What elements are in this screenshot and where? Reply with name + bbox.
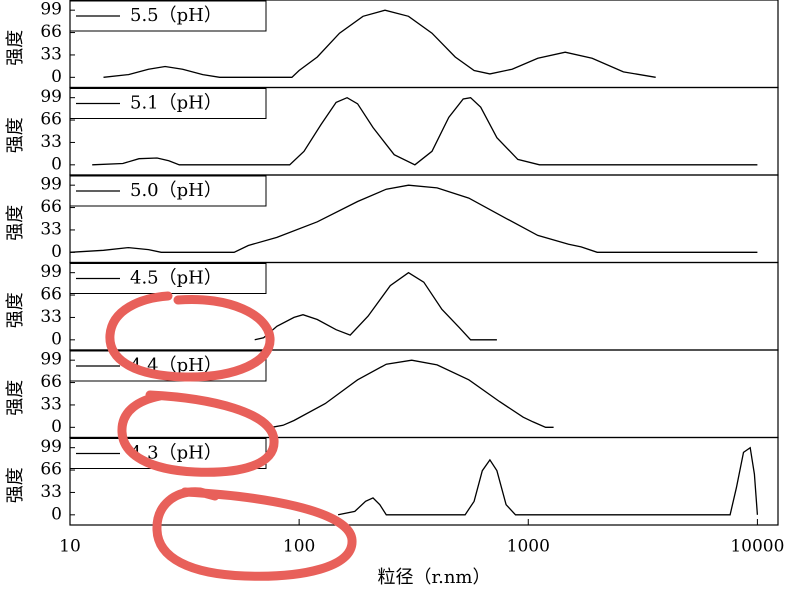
- x-tick-label: 10: [59, 537, 81, 557]
- y-axis-label: 强度: [5, 380, 26, 416]
- y-tick-label: 99: [40, 175, 62, 195]
- x-tick-label: 100: [283, 537, 315, 557]
- y-axis-label: 强度: [5, 117, 26, 153]
- legend-label: 4.3（pH）: [130, 443, 222, 464]
- y-tick-label: 66: [40, 285, 62, 305]
- y-axis-label: 强度: [5, 205, 26, 241]
- y-tick-label: 0: [51, 329, 62, 349]
- y-tick-label: 99: [40, 87, 62, 107]
- y-tick-label: 66: [40, 22, 62, 42]
- legend-label: 4.4（pH）: [130, 355, 222, 376]
- y-tick-label: 33: [40, 219, 62, 239]
- x-tick-label: 1000: [507, 537, 550, 557]
- y-axis-label: 强度: [5, 30, 26, 66]
- y-tick-label: 66: [40, 460, 62, 480]
- y-tick-label: 0: [51, 242, 62, 262]
- y-tick-label: 33: [40, 307, 62, 327]
- legend-label: 4.5（pH）: [130, 268, 222, 289]
- x-tick-label: 10000: [730, 537, 784, 557]
- y-tick-label: 0: [51, 154, 62, 174]
- y-tick-label: 33: [40, 394, 62, 414]
- y-axis-label: 强度: [5, 467, 26, 503]
- data-line: [271, 359, 554, 428]
- legend-box: [69, 88, 267, 119]
- y-tick-label: 99: [40, 437, 62, 457]
- legend-box: [69, 0, 267, 32]
- y-tick-label: 0: [51, 417, 62, 437]
- y-tick-label: 99: [40, 262, 62, 282]
- y-tick-label: 66: [40, 372, 62, 392]
- legend-label: 5.1（pH）: [130, 93, 222, 114]
- data-line: [92, 96, 758, 166]
- y-tick-label: 33: [40, 44, 62, 64]
- x-axis-label: 粒径（r.nm）: [377, 567, 490, 588]
- y-tick-label: 33: [40, 482, 62, 502]
- y-tick-label: 99: [40, 350, 62, 370]
- y-tick-label: 66: [40, 197, 62, 217]
- plot-frame: [69, 436, 779, 526]
- y-tick-label: 33: [40, 132, 62, 152]
- data-line: [254, 271, 497, 341]
- y-tick-label: 0: [51, 504, 62, 524]
- y-tick-label: 0: [51, 67, 62, 87]
- legend-label: 5.5（pH）: [130, 5, 222, 26]
- data-line: [337, 446, 759, 516]
- y-axis-label: 强度: [5, 292, 26, 328]
- data-line: [69, 184, 758, 253]
- legend-label: 5.0（pH）: [130, 180, 222, 201]
- y-tick-label: 99: [40, 0, 62, 20]
- y-tick-label: 66: [40, 110, 62, 130]
- legend-box: [69, 175, 267, 207]
- data-line: [103, 9, 656, 78]
